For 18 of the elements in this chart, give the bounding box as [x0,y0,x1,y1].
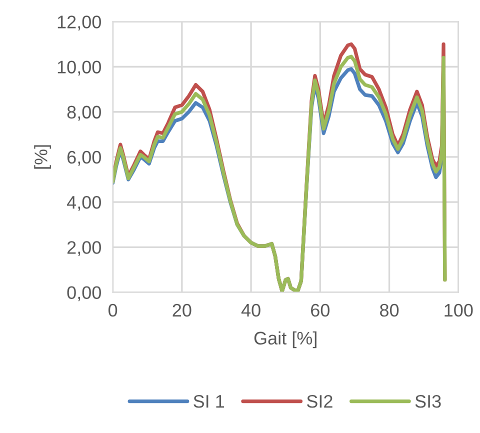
y-tick-label: 8,00 [67,106,101,121]
legend-label: SI 1 [194,394,224,408]
y-tick-label: 2,00 [67,241,101,256]
x-tick-label: 40 [241,304,260,317]
x-tick-label: 100 [444,304,473,317]
y-tick-label: 12,00 [58,16,101,31]
x-tick-label: 80 [380,304,399,317]
y-tick-label: 4,00 [66,196,101,211]
x-tick-label: 0 [108,304,118,317]
y-axis-title: [%] [34,145,51,169]
x-tick-label: 60 [311,304,330,317]
y-tick-label: 6,00 [67,150,101,166]
legend-label: SI2 [306,394,332,408]
legend-label: SI3 [415,394,441,408]
x-axis-title: Gait [%] [254,331,316,348]
x-tick-label: 20 [172,304,192,317]
y-tick-label: 10,00 [58,60,101,76]
y-tick-label: 0,00 [67,286,101,302]
